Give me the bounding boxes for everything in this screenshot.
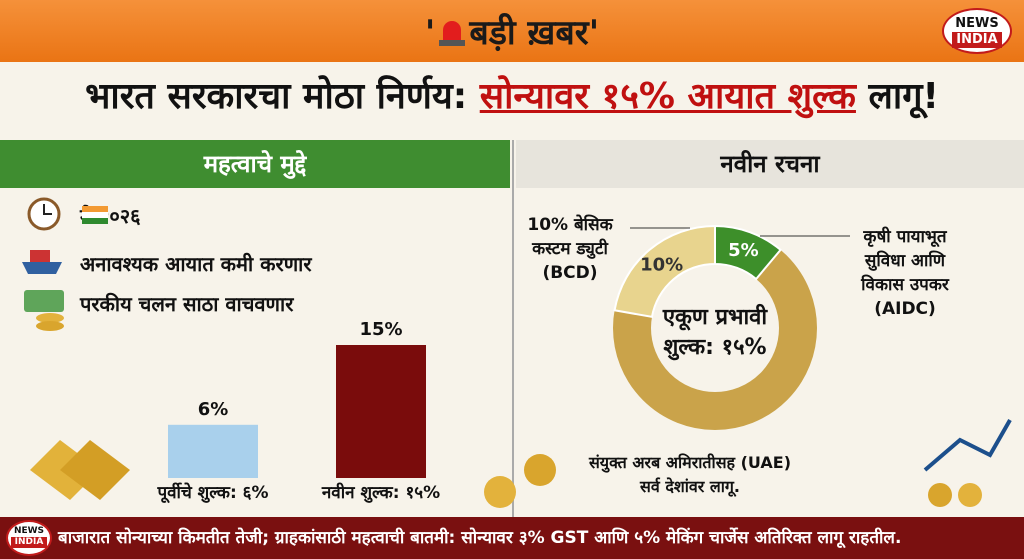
category-label: 10% बेसिक [527, 214, 613, 235]
category-label: (AIDC) [874, 299, 936, 319]
category-label: पूर्वीचे शुल्क: ६% [156, 482, 268, 504]
category-label: कस्टम ड्युटी [531, 238, 608, 259]
banner [0, 0, 1024, 62]
headline-highlight: सोन्यावर १५% आयात शुल्क [479, 76, 856, 117]
title: बड़ी ख़बर' [469, 13, 600, 53]
center-label: शुल्क: १५% [663, 335, 766, 361]
logo-text: INDIA [11, 537, 47, 548]
footer: बाजारात सोन्याच्या किमतीत तेजी; ग्राहकां… [0, 517, 1024, 559]
note: संयुक्त अरब अमिरातीसह (UAE) [588, 453, 791, 473]
logo-text: INDIA [952, 32, 1002, 48]
logo: NEWS INDIA [942, 8, 1012, 54]
siren-icon [439, 21, 466, 46]
point: अनावश्यक आयात कमी करणार [80, 252, 312, 276]
headline-text: लागू! [855, 76, 939, 117]
category-label: विकास उपकर [860, 274, 950, 295]
point: परकीय चलन साठा वाचवणार [80, 292, 294, 316]
banner-title: ' बड़ी ख़बर' [0, 8, 1024, 54]
value-label: 6% [198, 399, 229, 420]
value-label: 5% [728, 240, 759, 261]
left-header: महत्वाचे मुद्दे [0, 140, 510, 188]
logo-text: NEWS [955, 16, 999, 31]
right-header: नवीन रचना [516, 140, 1024, 188]
category-label: (BCD) [542, 263, 597, 283]
quote: ' [424, 13, 436, 53]
category-label: नवीन शुल्क: १५% [321, 482, 440, 503]
center-label: एकूण प्रभावी [662, 303, 769, 331]
charts: संयुक्त अरब अमिरातीसह (UAE) सर्व देशांवर… [22, 197, 1012, 508]
headline: भारत सरकारचा मोठा निर्णय: सोन्यावर १५% आ… [0, 70, 1024, 119]
category-label: सुविधा आणि [864, 250, 946, 271]
value-label: 10% [640, 254, 683, 275]
category-label: कृषी पायाभूत [862, 226, 947, 248]
footer-logo: NEWS INDIA [6, 520, 52, 556]
value-label: 15% [359, 319, 402, 340]
logo-text: NEWS [13, 526, 45, 536]
bar [336, 345, 426, 478]
bar [168, 424, 258, 478]
divider [512, 140, 514, 517]
headline-text: भारत सरकारचा मोठा निर्णय: [85, 76, 480, 117]
note: सर्व देशांवर लागू. [639, 477, 740, 497]
pie-slice [714, 224, 782, 281]
